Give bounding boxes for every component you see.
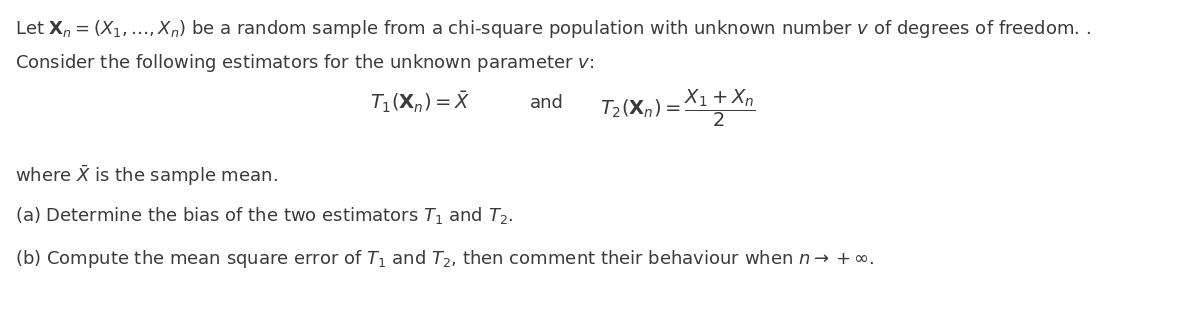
Text: Consider the following estimators for the unknown parameter $v$:: Consider the following estimators for th… xyxy=(14,52,594,74)
Text: (a) Determine the bias of the two estimators $T_1$ and $T_2$.: (a) Determine the bias of the two estima… xyxy=(14,205,514,226)
Text: and: and xyxy=(530,94,564,112)
Text: (b) Compute the mean square error of $T_1$ and $T_2$, then comment their behavio: (b) Compute the mean square error of $T_… xyxy=(14,248,875,270)
Text: $T_2(\mathbf{X}_n) = \dfrac{X_1+X_n}{2}$: $T_2(\mathbf{X}_n) = \dfrac{X_1+X_n}{2}$ xyxy=(600,88,756,129)
Text: $T_1(\mathbf{X}_n) = \bar{X}$: $T_1(\mathbf{X}_n) = \bar{X}$ xyxy=(370,90,470,115)
Text: Let $\mathbf{X}_n = (X_1, \ldots, X_n)$ be a random sample from a chi-square pop: Let $\mathbf{X}_n = (X_1, \ldots, X_n)$ … xyxy=(14,18,1091,40)
Text: where $\bar{X}$ is the sample mean.: where $\bar{X}$ is the sample mean. xyxy=(14,163,277,188)
